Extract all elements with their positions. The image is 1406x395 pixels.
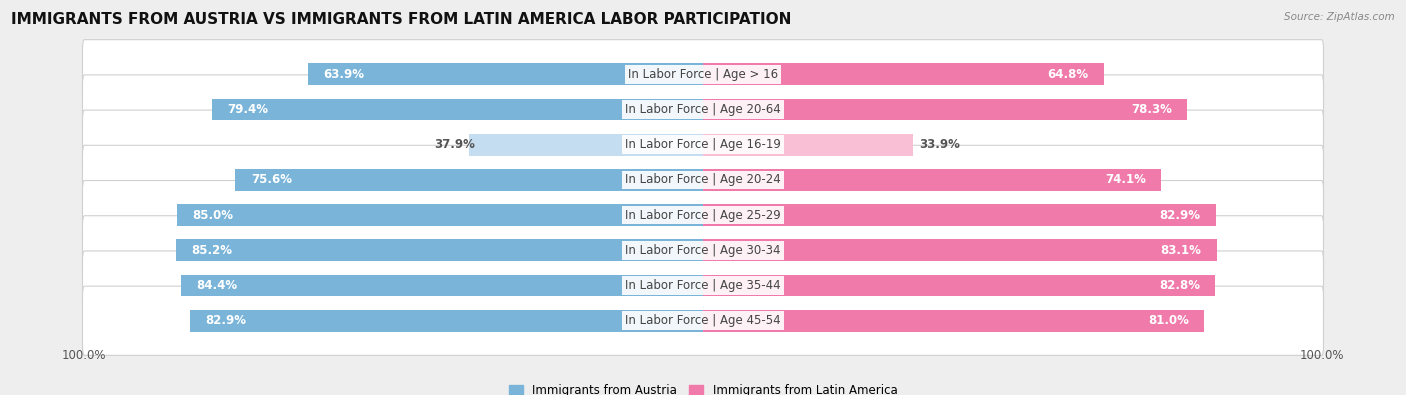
- Text: 63.9%: 63.9%: [323, 68, 364, 81]
- Bar: [703, 169, 1161, 191]
- Text: 85.0%: 85.0%: [193, 209, 233, 222]
- FancyBboxPatch shape: [83, 75, 1323, 144]
- Bar: [181, 275, 703, 297]
- Text: 85.2%: 85.2%: [191, 244, 232, 257]
- Bar: [703, 63, 1104, 85]
- Text: 64.8%: 64.8%: [1047, 68, 1088, 81]
- FancyBboxPatch shape: [83, 110, 1323, 179]
- Bar: [703, 204, 1216, 226]
- Text: 78.3%: 78.3%: [1130, 103, 1173, 116]
- Text: 84.4%: 84.4%: [197, 279, 238, 292]
- FancyBboxPatch shape: [83, 216, 1323, 285]
- Bar: [212, 98, 703, 120]
- Text: In Labor Force | Age 30-34: In Labor Force | Age 30-34: [626, 244, 780, 257]
- Bar: [703, 310, 1204, 332]
- Text: 82.9%: 82.9%: [1160, 209, 1201, 222]
- Bar: [703, 239, 1218, 261]
- Text: 75.6%: 75.6%: [250, 173, 292, 186]
- Text: In Labor Force | Age 20-64: In Labor Force | Age 20-64: [626, 103, 780, 116]
- Legend: Immigrants from Austria, Immigrants from Latin America: Immigrants from Austria, Immigrants from…: [503, 380, 903, 395]
- Text: In Labor Force | Age 25-29: In Labor Force | Age 25-29: [626, 209, 780, 222]
- Text: In Labor Force | Age 16-19: In Labor Force | Age 16-19: [626, 138, 780, 151]
- Bar: [703, 134, 912, 156]
- FancyBboxPatch shape: [83, 181, 1323, 250]
- FancyBboxPatch shape: [83, 145, 1323, 214]
- FancyBboxPatch shape: [83, 286, 1323, 356]
- Bar: [308, 63, 703, 85]
- FancyBboxPatch shape: [83, 40, 1323, 109]
- Text: IMMIGRANTS FROM AUSTRIA VS IMMIGRANTS FROM LATIN AMERICA LABOR PARTICIPATION: IMMIGRANTS FROM AUSTRIA VS IMMIGRANTS FR…: [11, 12, 792, 27]
- Text: In Labor Force | Age 45-54: In Labor Force | Age 45-54: [626, 314, 780, 327]
- Bar: [703, 275, 1215, 297]
- Text: 82.8%: 82.8%: [1159, 279, 1199, 292]
- Bar: [190, 310, 703, 332]
- Bar: [177, 204, 703, 226]
- Text: 81.0%: 81.0%: [1147, 314, 1188, 327]
- Text: 37.9%: 37.9%: [434, 138, 475, 151]
- Text: In Labor Force | Age > 16: In Labor Force | Age > 16: [628, 68, 778, 81]
- Text: 82.9%: 82.9%: [205, 314, 246, 327]
- Text: Source: ZipAtlas.com: Source: ZipAtlas.com: [1284, 12, 1395, 22]
- Text: 79.4%: 79.4%: [228, 103, 269, 116]
- Text: 83.1%: 83.1%: [1161, 244, 1202, 257]
- FancyBboxPatch shape: [83, 251, 1323, 320]
- Bar: [235, 169, 703, 191]
- Text: 74.1%: 74.1%: [1105, 173, 1146, 186]
- Text: In Labor Force | Age 35-44: In Labor Force | Age 35-44: [626, 279, 780, 292]
- Bar: [176, 239, 703, 261]
- Text: In Labor Force | Age 20-24: In Labor Force | Age 20-24: [626, 173, 780, 186]
- Bar: [703, 98, 1188, 120]
- Bar: [468, 134, 703, 156]
- Text: 33.9%: 33.9%: [920, 138, 960, 151]
